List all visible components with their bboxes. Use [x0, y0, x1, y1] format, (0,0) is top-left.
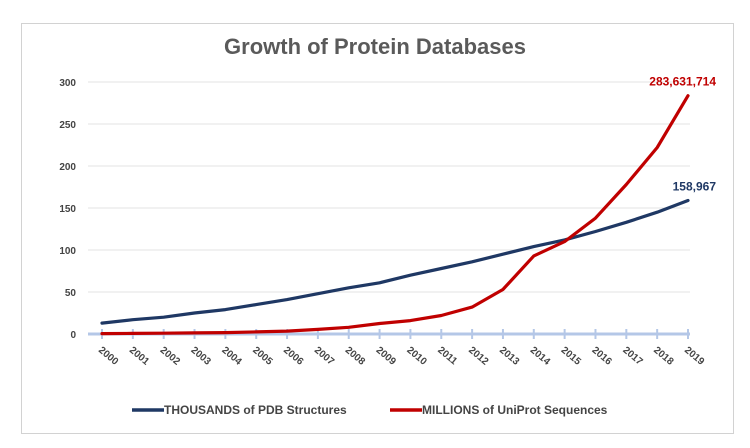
x-tick-label: 2005: [250, 345, 274, 368]
x-tick-label: 2013: [497, 345, 521, 368]
end-labels: 158,967 283,631,714: [649, 75, 716, 194]
y-tick-label: 200: [59, 162, 76, 173]
series-lines: [100, 94, 690, 336]
chart-frame: [21, 23, 734, 434]
x-tick-label: 2001: [127, 345, 151, 368]
x-tick-label: 2008: [343, 345, 367, 368]
series-line-0: [100, 198, 690, 325]
x-tick-label: 2002: [158, 345, 182, 368]
x-tick-label: 2007: [312, 345, 336, 368]
x-tick-label: 2003: [189, 345, 213, 368]
y-tick-label: 100: [59, 246, 76, 257]
series-line-1: [100, 94, 690, 336]
legend: THOUSANDS of PDB Structures MILLIONS of U…: [132, 403, 608, 417]
y-tick-label: 150: [59, 204, 76, 215]
chart-title: Growth of Protein Databases: [224, 34, 526, 59]
x-tick-label: 2014: [528, 345, 552, 368]
end-label-0: 158,967: [673, 179, 717, 193]
x-tick-label: 2017: [620, 345, 644, 368]
end-label-1: 283,631,714: [649, 75, 716, 89]
x-tick-label: 2018: [651, 345, 675, 368]
y-tick-label: 50: [65, 288, 77, 299]
x-tick-label: 2010: [404, 345, 428, 368]
x-tick-label: 2011: [435, 345, 459, 368]
x-tick-label: 2015: [559, 345, 583, 368]
x-tick-label: 2019: [682, 345, 706, 368]
legend-label-1: MILLIONS of UniProt Sequences: [422, 403, 608, 417]
y-tick-label: 250: [59, 120, 76, 131]
x-tick-label: 2004: [219, 345, 243, 368]
x-tick-label: 2016: [590, 345, 614, 368]
legend-label-0: THOUSANDS of PDB Structures: [164, 403, 347, 417]
y-tick-label: 0: [70, 330, 76, 341]
x-tick-label: 2012: [466, 345, 490, 368]
y-tick-label: 300: [59, 78, 76, 89]
y-axis: 0 50 100 150 200 250 300: [59, 78, 76, 341]
x-axis: 2000 2001 2002 2003 2004 2005 2006 2007 2008 2009…: [88, 329, 707, 368]
gridlines: [88, 81, 690, 293]
x-tick-label: 2009: [374, 345, 398, 368]
x-tick-label: 2000: [96, 345, 120, 368]
x-tick-label: 2006: [281, 345, 305, 368]
